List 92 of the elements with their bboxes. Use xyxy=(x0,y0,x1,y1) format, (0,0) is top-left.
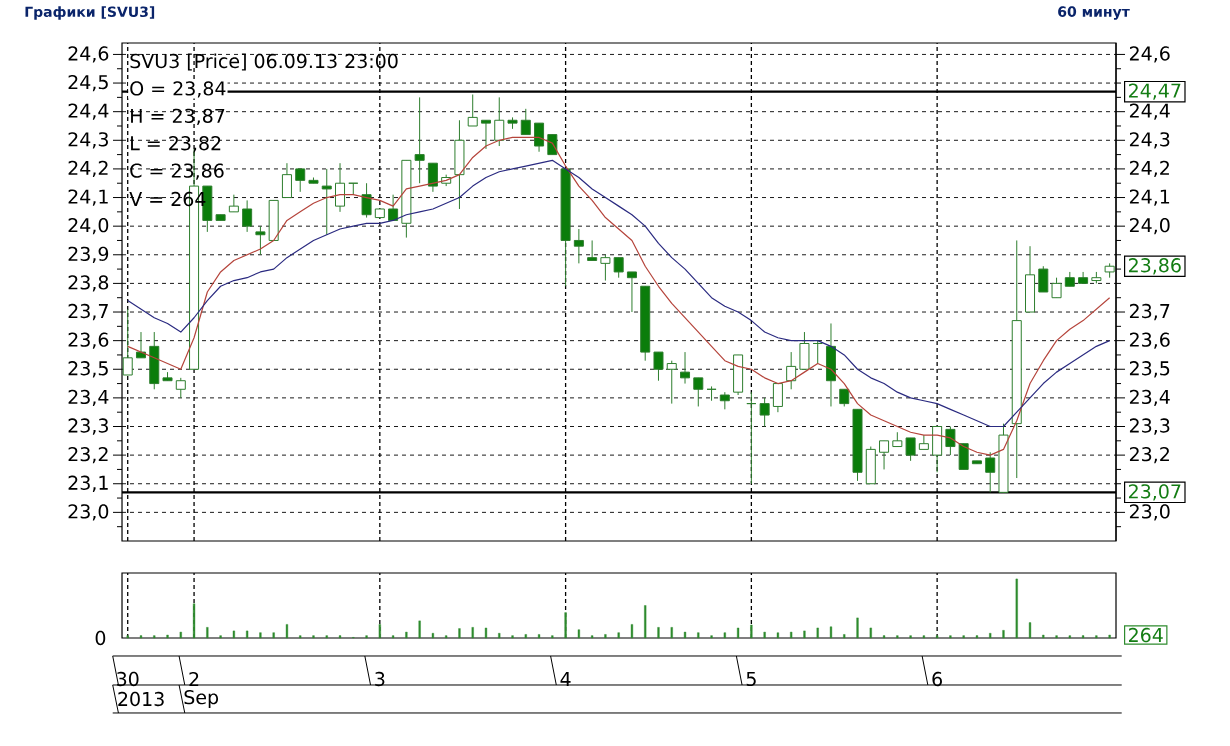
x-tick-label: 30 xyxy=(117,671,139,687)
candlestick xyxy=(1078,271,1089,284)
annotation: H = 23,87 xyxy=(131,108,225,125)
candlestick xyxy=(1051,277,1062,299)
y2-tick-label: 24,0 xyxy=(1129,218,1170,235)
y-tick-label: 24,1 xyxy=(68,189,108,206)
candlestick xyxy=(786,351,797,390)
candlestick xyxy=(242,199,253,233)
y-tick-label: 24,6 xyxy=(68,46,109,63)
candlestick xyxy=(281,162,292,199)
candlestick xyxy=(613,257,624,279)
candlestick xyxy=(879,440,890,470)
annotation: SVU3 [Price] 06.09.13 23:00 xyxy=(130,53,398,71)
y-tick-label: 23,2 xyxy=(68,446,108,464)
ref-line-label: 23,07 xyxy=(1129,484,1181,501)
candlestick xyxy=(693,377,704,407)
y2-tick-label: 23,7 xyxy=(1129,303,1170,321)
y2-tick-label: 23,0 xyxy=(1129,504,1170,521)
candlestick xyxy=(626,271,637,313)
candlestick xyxy=(467,94,478,127)
candlestick xyxy=(1038,265,1049,293)
candlestick xyxy=(985,451,996,493)
candlestick xyxy=(427,162,438,193)
chart-title: Графики [SVU3] xyxy=(25,6,155,20)
candlestick xyxy=(600,254,611,282)
text: 2013 xyxy=(118,691,164,707)
text: 23,86 xyxy=(1129,258,1181,275)
candlestick xyxy=(414,96,425,184)
candlestick xyxy=(905,437,916,462)
y-tick-label: 23,6 xyxy=(68,332,109,349)
candlestick xyxy=(255,225,266,256)
candlestick xyxy=(680,351,691,385)
candlestick xyxy=(534,122,545,153)
y2-tick-label: 23,3 xyxy=(1129,418,1170,435)
candlestick xyxy=(175,377,186,399)
x-tick-label: 2 xyxy=(189,671,199,687)
y2-tick-label: 24,6 xyxy=(1129,46,1170,63)
text: 264 xyxy=(1129,627,1163,643)
candlestick xyxy=(520,108,531,136)
y2-tick-label: 24,3 xyxy=(1129,132,1170,149)
y2-tick-label: 23,6 xyxy=(1129,332,1170,349)
candlestick xyxy=(653,351,664,382)
candlestick xyxy=(480,119,491,150)
x-tick-label: 4 xyxy=(560,672,571,686)
candlestick xyxy=(772,383,783,413)
y-tick-label: 23,4 xyxy=(68,389,109,407)
candlestick xyxy=(706,385,717,402)
y-tick-label: 23,9 xyxy=(68,246,109,263)
candlestick xyxy=(361,182,372,219)
y-tick-label: 24,5 xyxy=(68,74,108,92)
y-tick-label: 24,4 xyxy=(68,103,109,120)
x-tick-label: 6 xyxy=(932,671,942,687)
x-tick-label: 3 xyxy=(375,671,385,687)
y2-tick-label: 24,4 xyxy=(1129,103,1170,120)
x-tick-label: 5 xyxy=(746,671,756,687)
y-tick-label: 23,5 xyxy=(68,361,108,378)
y-tick-label: 24,0 xyxy=(68,218,109,235)
y2-tick-label: 23,5 xyxy=(1129,361,1170,378)
text: 0 xyxy=(95,630,106,646)
y2-tick-label: 23,2 xyxy=(1129,446,1169,464)
candlestick xyxy=(587,239,598,261)
y2-tick-label: 24,2 xyxy=(1129,160,1169,178)
candlestick xyxy=(573,228,584,264)
candlestick xyxy=(335,162,346,213)
candlestick xyxy=(918,434,929,450)
ref-line-label: 24,47 xyxy=(1129,83,1181,100)
y-tick-label: 23,8 xyxy=(68,275,109,292)
annotation: L = 23,82 xyxy=(131,136,221,153)
candlestick xyxy=(122,308,133,376)
y-tick-label: 23,1 xyxy=(68,475,108,492)
y2-tick-label: 23,4 xyxy=(1129,389,1170,407)
y-tick-label: 24,3 xyxy=(68,132,108,149)
annotation: O = 23,84 xyxy=(130,81,226,98)
y-tick-label: 23,7 xyxy=(68,303,108,321)
candlestick xyxy=(945,426,956,456)
candlestick xyxy=(295,168,306,193)
candlestick xyxy=(746,391,757,485)
candlestick xyxy=(321,168,332,236)
y-tick-label: 24,2 xyxy=(68,160,108,178)
candlestick xyxy=(759,397,770,427)
text: Sep xyxy=(184,689,219,709)
candlestick xyxy=(348,182,359,196)
candlestick xyxy=(812,340,823,365)
candlestick xyxy=(228,194,239,213)
y2-tick-label: 24,1 xyxy=(1129,189,1170,206)
annotation: C = 23,86 xyxy=(130,163,224,180)
candlestick xyxy=(388,194,399,221)
y-tick-label: 23,3 xyxy=(68,418,108,435)
candlestick xyxy=(666,360,677,405)
y-tick-label: 23,0 xyxy=(68,504,109,521)
candlestick xyxy=(494,96,505,147)
chart-subtitle: 60 минут xyxy=(1058,6,1130,20)
